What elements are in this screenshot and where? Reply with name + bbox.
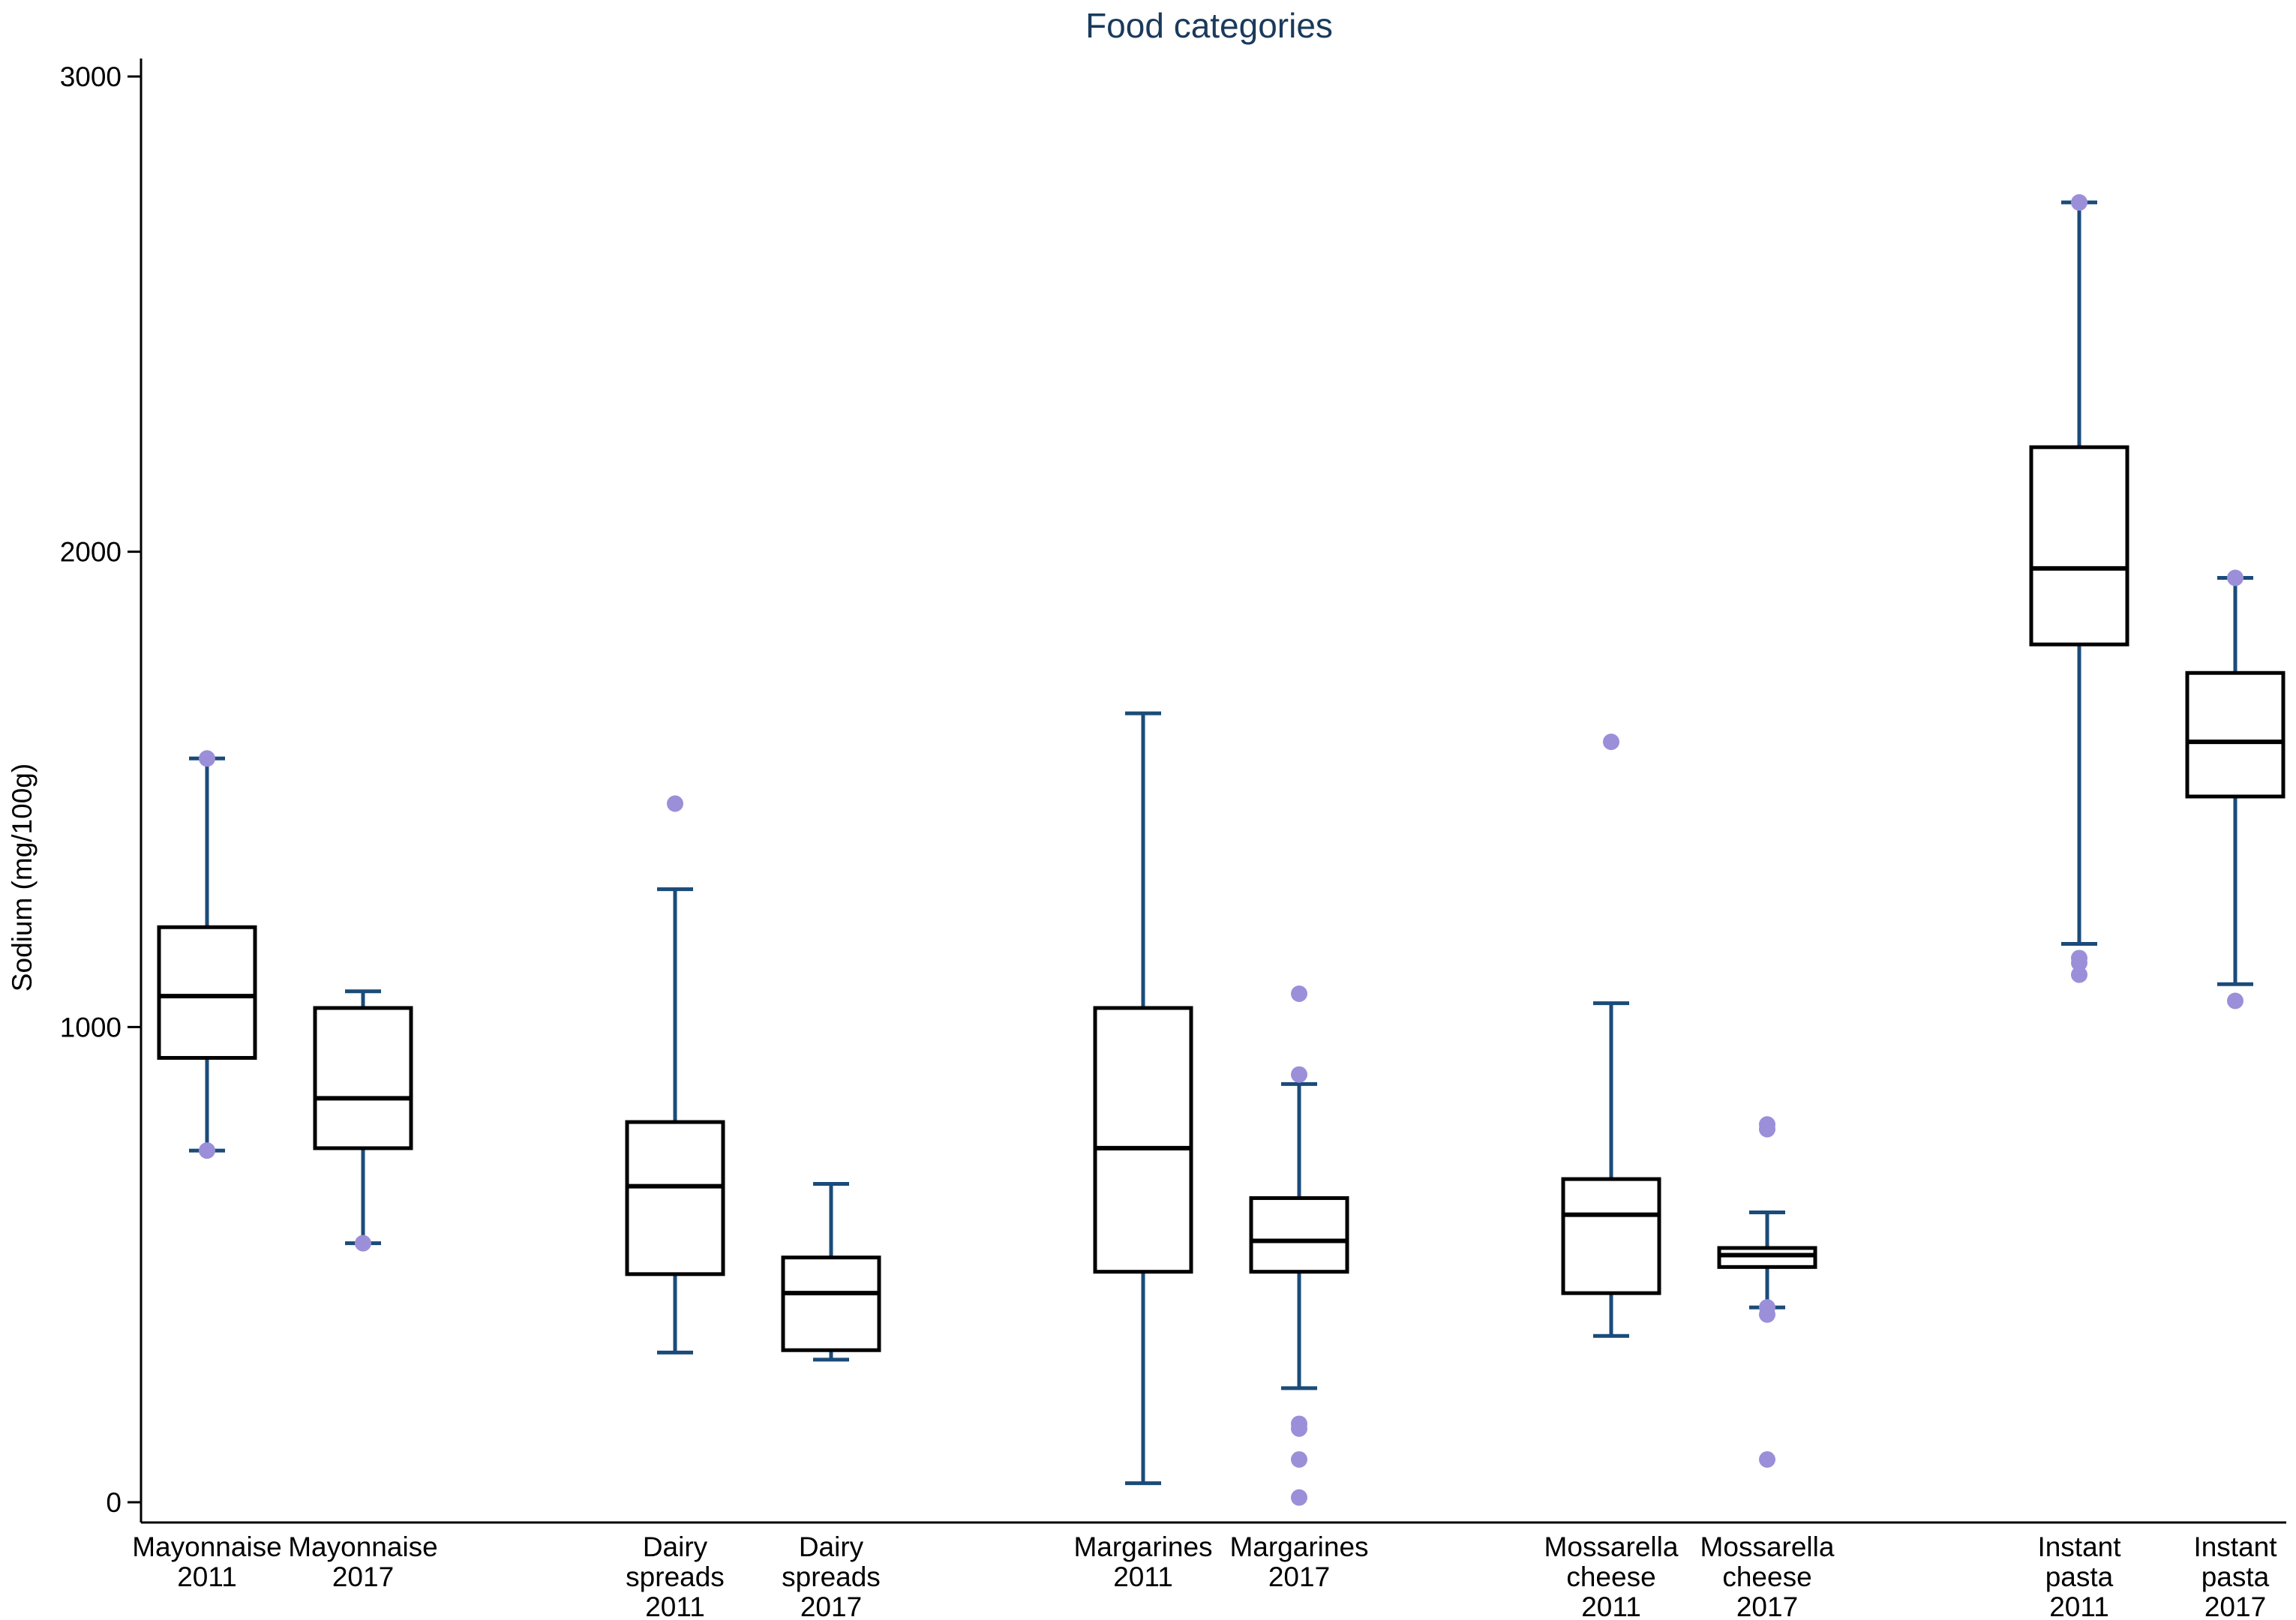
- x-tick-label: 2011: [2049, 1592, 2109, 1620]
- x-tick-label: 2017: [1736, 1592, 1798, 1620]
- outlier-point: [355, 1234, 371, 1252]
- box-group: [1561, 734, 1661, 1338]
- x-tick-label: 2011: [177, 1562, 237, 1592]
- x-tick-label: Mossarella: [1544, 1532, 1679, 1562]
- box-iqr: [1561, 1177, 1661, 1295]
- x-tick-label: Instant: [2037, 1532, 2121, 1562]
- outlier-point: [1291, 1066, 1307, 1083]
- box-iqr: [2029, 445, 2129, 646]
- x-tick-label: Mayonnaise: [132, 1532, 282, 1562]
- plot-area: [157, 194, 2285, 1506]
- x-tick-label: 2011: [645, 1592, 705, 1620]
- outlier-point: [2227, 992, 2243, 1010]
- x-tick-label: spreads: [626, 1562, 725, 1592]
- outlier-point: [1291, 985, 1307, 1002]
- box-iqr: [781, 1256, 881, 1352]
- x-tick-label: 2011: [1581, 1592, 1641, 1620]
- outlier-point: [1291, 1450, 1307, 1468]
- x-tick-label: Instant: [2193, 1532, 2277, 1562]
- axes: Mayonnaise2011Mayonnaise2017Dairyspreads…: [60, 58, 2286, 1620]
- box-group: [1249, 985, 1349, 1506]
- box-iqr: [157, 925, 257, 1060]
- outlier-point: [1603, 734, 1619, 751]
- box-iqr: [1249, 1196, 1349, 1274]
- x-tick-label: 2017: [800, 1592, 862, 1620]
- outlier-point: [1759, 1299, 1775, 1316]
- outlier-point: [2071, 194, 2087, 211]
- x-tick-label: Margarines: [1229, 1532, 1368, 1562]
- outlier-point: [1759, 1116, 1775, 1133]
- box-iqr: [2185, 670, 2285, 799]
- box-group: [2029, 194, 2129, 983]
- outlier-point: [2071, 966, 2087, 983]
- x-tick-label: Mayonnaise: [288, 1532, 438, 1562]
- y-tick-label: 0: [106, 1487, 122, 1518]
- box-group: [1093, 711, 1193, 1486]
- box-group: [2185, 569, 2285, 1010]
- box-iqr: [625, 1120, 725, 1276]
- outlier-point: [2071, 950, 2087, 967]
- x-tick-label: Dairy: [799, 1532, 864, 1562]
- x-tick-label: 2017: [1268, 1562, 1330, 1592]
- x-tick-label: Margarines: [1073, 1532, 1212, 1562]
- outlier-point: [667, 795, 683, 812]
- box-iqr: [313, 1006, 413, 1150]
- x-tick-label: Dairy: [643, 1532, 708, 1562]
- outlier-point: [1291, 1415, 1307, 1432]
- box-iqr: [1093, 1006, 1193, 1274]
- y-axis-label: Sodium (mg/100g): [7, 764, 38, 992]
- x-tick-label: pasta: [2045, 1562, 2114, 1592]
- box-group: [313, 989, 413, 1252]
- chart-title: Food categories: [1085, 6, 1333, 45]
- outlier-point: [199, 1142, 215, 1160]
- x-tick-label: pasta: [2201, 1562, 2270, 1592]
- box-group: [1717, 1116, 1817, 1468]
- x-tick-label: 2017: [2204, 1592, 2266, 1620]
- x-tick-label: 2011: [1113, 1562, 1173, 1592]
- outlier-point: [199, 750, 215, 767]
- box-group: [625, 795, 725, 1354]
- box-group: [157, 750, 257, 1160]
- y-tick-label: 1000: [60, 1012, 122, 1042]
- y-tick-label: 3000: [60, 62, 122, 92]
- outlier-point: [1291, 1489, 1307, 1506]
- outlier-point: [2227, 569, 2243, 586]
- box-iqr: [1717, 1246, 1817, 1269]
- y-tick-label: 2000: [60, 537, 122, 568]
- x-tick-label: 2017: [332, 1562, 394, 1592]
- box-group: [781, 1181, 881, 1362]
- outlier-point: [1759, 1450, 1775, 1468]
- x-tick-label: cheese: [1722, 1562, 1811, 1592]
- x-tick-label: Mossarella: [1700, 1532, 1835, 1562]
- x-tick-label: cheese: [1566, 1562, 1655, 1592]
- x-tick-label: spreads: [782, 1562, 881, 1592]
